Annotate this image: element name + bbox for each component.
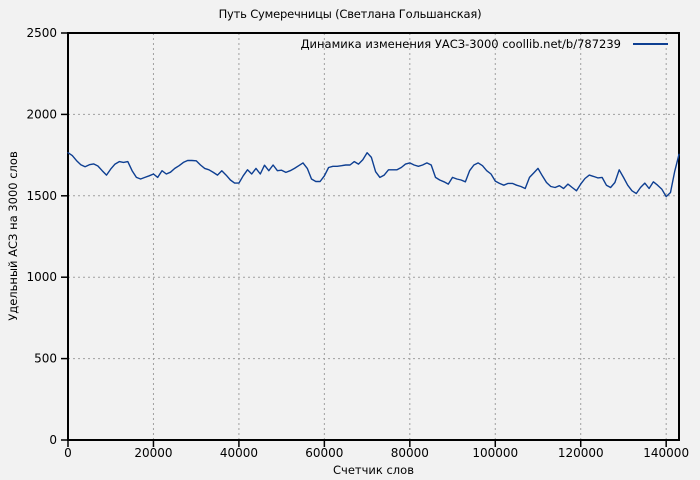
legend-series-label: Динамика изменения УАСЗ-3000 coollib.net… bbox=[300, 37, 621, 51]
x-tick-label: 0 bbox=[64, 446, 72, 460]
y-tick-label: 1000 bbox=[26, 270, 57, 284]
x-tick-label: 20000 bbox=[134, 446, 172, 460]
legend: Динамика изменения УАСЗ-3000 coollib.net… bbox=[301, 37, 668, 51]
legend-line-sample-icon bbox=[633, 43, 668, 45]
x-tick-label: 140000 bbox=[643, 446, 689, 460]
x-tick-label: 60000 bbox=[305, 446, 343, 460]
data-line bbox=[67, 151, 680, 198]
y-tick-label: 1500 bbox=[26, 189, 57, 203]
y-tick-label: 2000 bbox=[26, 107, 57, 121]
y-tick-label: 500 bbox=[34, 352, 57, 366]
x-tick-label: 100000 bbox=[472, 446, 518, 460]
plot-border bbox=[67, 32, 680, 441]
x-tick-label: 120000 bbox=[558, 446, 604, 460]
chart-title: Путь Сумеречницы (Светлана Гольшанская) bbox=[218, 7, 482, 21]
x-tick-label: 40000 bbox=[220, 446, 258, 460]
x-axis-title: Счетчик слов bbox=[333, 463, 414, 477]
x-tick-label: 80000 bbox=[391, 446, 429, 460]
y-tick-label: 2500 bbox=[26, 26, 57, 40]
y-tick-label: 0 bbox=[49, 433, 57, 447]
